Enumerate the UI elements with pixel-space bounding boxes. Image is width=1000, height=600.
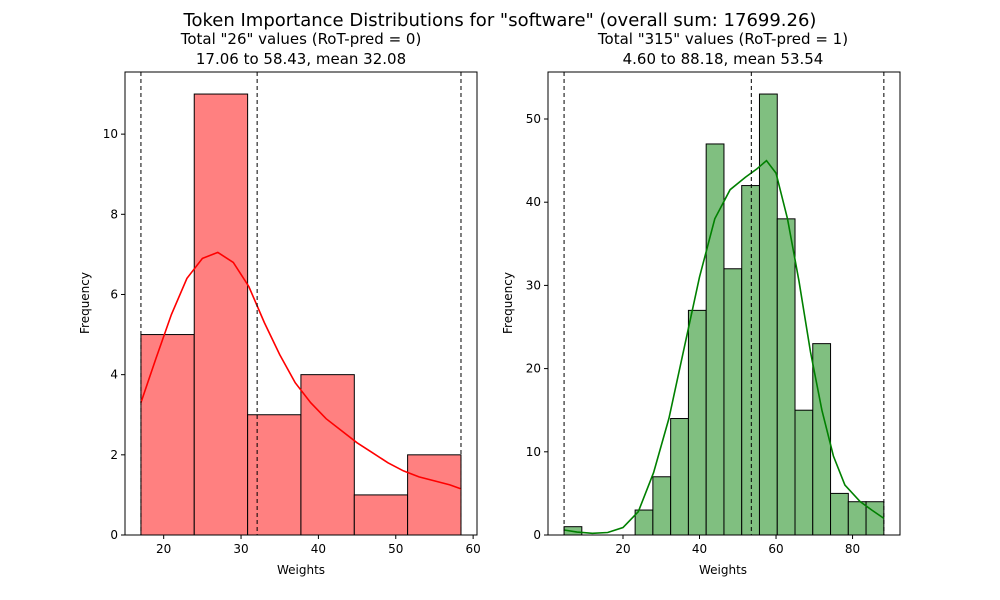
right-y-tick-label: 0: [533, 528, 541, 542]
left-y-tick-label: 4: [110, 368, 118, 382]
right-x-tick-label: 40: [692, 542, 707, 556]
right-histogram-bar: [634, 509, 654, 536]
left-y-tick-label: 2: [110, 448, 118, 462]
left-panel-title-line1: Total "26" values (RoT-pred = 0): [180, 30, 422, 48]
left-y-axis-label: Frequency: [78, 272, 92, 334]
left-axes-frame: [124, 71, 478, 536]
left-histogram-bar: [407, 454, 462, 536]
left-y-tick-label: 6: [110, 287, 118, 301]
left-x-tick-label: 30: [233, 542, 248, 556]
left-y-tick-label: 8: [110, 207, 118, 221]
right-histogram-bar: [794, 409, 814, 536]
right-y-tick-label: 50: [526, 112, 541, 126]
right-y-tick-label: 20: [526, 362, 541, 376]
right-y-tick-label: 10: [526, 445, 541, 459]
left-panel-title-line2: 17.06 to 58.43, mean 32.08: [196, 50, 406, 68]
left-x-tick-label: 20: [156, 542, 171, 556]
right-panel-title-line1: Total "315" values (RoT-pred = 1): [597, 30, 848, 48]
left-histogram-bar: [353, 494, 409, 536]
right-x-tick-label: 60: [768, 542, 783, 556]
right-histogram-bar: [741, 185, 760, 536]
right-histogram-bar: [776, 218, 796, 536]
right-panel-title-line2: 4.60 to 88.18, mean 53.54: [623, 50, 824, 68]
left-histogram-bar: [193, 93, 249, 536]
right-x-tick-label: 80: [845, 542, 860, 556]
right-histogram-bar: [812, 343, 832, 536]
left-y-tick-label: 10: [103, 127, 118, 141]
left-kde-curve: [140, 251, 462, 490]
left-x-tick-label: 50: [388, 542, 403, 556]
right-histogram-bar: [847, 501, 867, 536]
left-x-tick-label: 40: [311, 542, 326, 556]
right-y-tick-label: 30: [526, 278, 541, 292]
left-histogram-panel: Total "26" values (RoT-pred = 0) 17.06 t…: [78, 30, 481, 577]
left-x-tick-label: 60: [465, 542, 480, 556]
right-histogram-bar: [687, 309, 707, 536]
left-x-axis-label: Weights: [277, 563, 325, 577]
right-kde-curve: [563, 159, 885, 535]
right-axes-frame: [547, 71, 901, 536]
right-histogram-bar: [705, 143, 725, 536]
right-histogram-bar: [652, 476, 672, 536]
left-histogram-bar: [140, 334, 195, 536]
right-histogram-bar: [865, 501, 885, 536]
right-x-axis-label: Weights: [699, 563, 747, 577]
left-histogram-bar: [247, 414, 302, 536]
right-histogram-bar: [723, 268, 743, 536]
right-histogram-panel: Total "315" values (RoT-pred = 1) 4.60 t…: [501, 30, 901, 577]
figure-suptitle: Token Importance Distributions for "soft…: [183, 10, 817, 31]
right-histogram-bar: [758, 93, 778, 536]
right-x-tick-label: 20: [615, 542, 630, 556]
left-histogram-bar: [300, 374, 355, 536]
right-histogram-bar: [670, 418, 689, 536]
left-y-tick-label: 0: [110, 528, 118, 542]
right-y-tick-label: 40: [526, 195, 541, 209]
right-y-axis-label: Frequency: [501, 272, 515, 334]
right-histogram-bar: [830, 492, 849, 536]
